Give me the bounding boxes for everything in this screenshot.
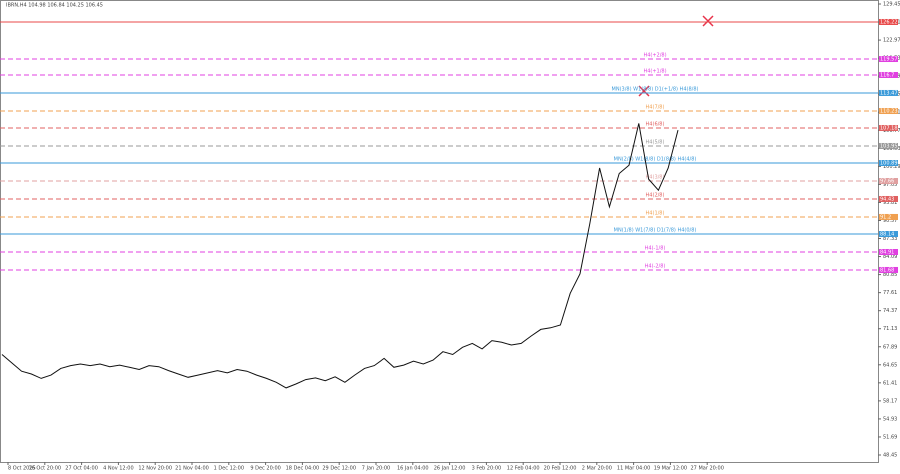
y-tick-label: 84.09 xyxy=(883,254,897,260)
y-tick-label: 100.29 xyxy=(883,164,900,170)
level-tag-label: 91.2 xyxy=(880,214,891,220)
y-tick-label: 87.33 xyxy=(883,236,897,242)
level-tag xyxy=(879,71,898,78)
y-tick-label: 67.89 xyxy=(883,344,897,350)
level-tag-label: 116.7 xyxy=(880,72,894,78)
x-tick-label: 11 Mar 04:00 xyxy=(617,466,650,472)
chart-title: IBRN,H4 104.98 106.84 104.25 106.45 xyxy=(6,3,103,9)
x-tick-label: 16 Jan 04:00 xyxy=(397,466,429,472)
x-tick-label: 20 Feb 12:00 xyxy=(544,466,577,472)
x-tick-label: 19 Mar 12:00 xyxy=(654,466,687,472)
level-tag-label: 84.91 xyxy=(880,249,894,255)
level-tag xyxy=(879,178,898,185)
x-tick-label: 12 Nov 20:00 xyxy=(138,466,172,472)
x-tick-label: 4 Nov 12:00 xyxy=(103,466,134,472)
cross-marker xyxy=(638,15,714,97)
x-tick-label: 27 Mar 20:00 xyxy=(691,466,724,472)
level-label: H4(6/8) xyxy=(646,121,665,127)
level-tag xyxy=(879,56,898,63)
y-tick-label: 54.93 xyxy=(883,416,897,422)
level-label: H4(2/8) xyxy=(646,192,665,198)
x-tick-label: 27 Oct 04:00 xyxy=(65,466,98,472)
x-tick-label: 1 Dec 12:00 xyxy=(214,466,244,472)
x-tick-label: 16 Oct 20:00 xyxy=(28,466,61,472)
level-label: MN(2/8) W1(8/8) D1(8/8) H4(4/8) xyxy=(614,157,697,163)
y-tick-label: 51.69 xyxy=(883,434,897,440)
y-tick-label: 129.45 xyxy=(883,2,900,8)
level-label: MN(3/8) W1(8/8) D1(+1/8) H4(8/8) xyxy=(612,86,699,92)
x-tick-label: 21 Nov 04:00 xyxy=(175,466,209,472)
level-label: H4(3/8) xyxy=(646,175,665,181)
level-tag xyxy=(879,89,898,96)
level-tag xyxy=(879,195,898,202)
level-tag xyxy=(879,108,898,115)
y-tick-label: 93.81 xyxy=(883,200,897,206)
level-label: H4(7/8) xyxy=(646,105,665,111)
level-tag xyxy=(879,124,898,131)
level-tag-label: 113.47 xyxy=(880,90,898,96)
y-tick-label: 122.97 xyxy=(883,38,900,44)
level-tag xyxy=(879,266,898,273)
level-tag xyxy=(879,213,898,220)
level-label: H4(+1/8) xyxy=(643,68,666,74)
level-tag xyxy=(879,18,898,25)
level-tag xyxy=(879,231,898,238)
x-tick-label: 3 Feb 20:00 xyxy=(472,466,502,472)
level-tag-label: 107.18 xyxy=(880,125,898,131)
level-label: H4(1/8) xyxy=(646,210,665,216)
y-tick-label: 80.85 xyxy=(883,272,897,278)
y-tick-label: 74.37 xyxy=(883,308,897,314)
y-tick-label: 64.65 xyxy=(883,362,897,368)
y-tick-label: 90.57 xyxy=(883,218,897,224)
price-line xyxy=(1,123,679,389)
y-tick-label: 48.45 xyxy=(883,453,897,459)
plot-frame xyxy=(0,0,879,463)
x-tick-label: 18 Dec 04:00 xyxy=(286,466,320,472)
level-label: H4(+2/8) xyxy=(643,53,666,59)
level-tag xyxy=(879,160,898,167)
level-tag xyxy=(879,142,898,149)
level-tag xyxy=(879,248,898,255)
x-tick-label: 12 Feb 04:00 xyxy=(507,466,540,472)
x-tick-label: 26 Jan 12:00 xyxy=(434,466,466,472)
level-tag-label: 110.23 xyxy=(880,109,898,115)
level-tag-label: 81.68 xyxy=(880,267,894,273)
level-tag-label: 126.22 xyxy=(880,19,898,25)
y-tick-label: 71.13 xyxy=(883,326,897,332)
level-label: MN(1/8) W1(7/8) D1(7/8) H4(0/8) xyxy=(614,228,697,234)
level-tag-label: 100.89 xyxy=(880,161,898,167)
level-tag-label: 94.43 xyxy=(880,196,894,202)
level-label: H4(-1/8) xyxy=(645,245,666,251)
y-tick-label: 58.17 xyxy=(883,398,897,404)
y-tick-label: 77.61 xyxy=(883,290,897,296)
x-tick-label: 29 Dec 12:00 xyxy=(322,466,356,472)
y-tick-label: 97.05 xyxy=(883,182,897,188)
x-tick-label: 9 Dec 20:00 xyxy=(250,466,280,472)
x-tick-label: 7 Jan 20:00 xyxy=(362,466,390,472)
level-tag-label: 88.14 xyxy=(880,232,894,238)
level-label: H4(-2/8) xyxy=(645,263,666,269)
y-tick-label: 61.41 xyxy=(883,380,897,386)
x-tick-label: 2 Mar 20:00 xyxy=(582,466,612,472)
x-tick-label: 8 Oct 2025 xyxy=(8,466,36,472)
level-tag-label: 97.66 xyxy=(880,179,894,185)
level-tag-label: 119.57 xyxy=(880,57,898,63)
level-label: H4(5/8) xyxy=(646,139,665,145)
level-tag-label: 103.95 xyxy=(880,143,898,149)
